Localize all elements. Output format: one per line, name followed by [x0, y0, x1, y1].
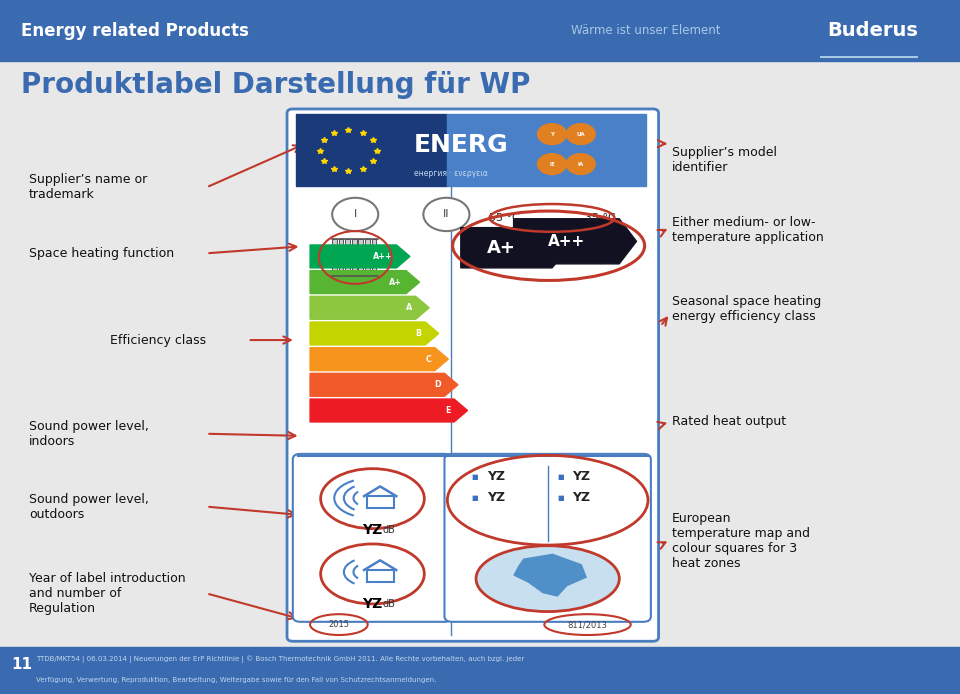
Bar — [372, 239, 376, 276]
Bar — [367, 496, 394, 508]
Text: Y: Y — [550, 132, 554, 137]
Text: 2015: 2015 — [328, 620, 349, 629]
Bar — [352, 239, 356, 276]
Text: TTDB/MKT54 | 06.03.2014 | Neuerungen der ErP Richtlinie | © Bosch Thermotechnik : TTDB/MKT54 | 06.03.2014 | Neuerungen der… — [36, 656, 525, 663]
Text: dB: dB — [382, 599, 395, 609]
Text: Sound power level,
outdoors: Sound power level, outdoors — [29, 493, 149, 520]
Text: Buderus: Buderus — [828, 21, 919, 40]
Text: A+: A+ — [389, 278, 402, 287]
Bar — [365, 239, 370, 276]
Polygon shape — [310, 348, 448, 371]
Circle shape — [332, 198, 378, 231]
Text: dB: dB — [382, 525, 395, 535]
Polygon shape — [514, 219, 636, 264]
Text: YZ: YZ — [362, 597, 383, 611]
Bar — [0, 0, 960, 61]
Text: Seasonal space heating
energy efficiency class: Seasonal space heating energy efficiency… — [672, 295, 821, 323]
Polygon shape — [310, 399, 468, 422]
Circle shape — [566, 153, 595, 174]
Bar — [446, 114, 646, 186]
FancyBboxPatch shape — [287, 109, 659, 641]
Text: A+: A+ — [488, 239, 516, 257]
Text: Space heating function: Space heating function — [29, 247, 174, 260]
Text: European
temperature map and
colour squares for 3
heat zones: European temperature map and colour squa… — [672, 512, 810, 570]
Circle shape — [308, 121, 389, 180]
Text: E: E — [444, 406, 450, 415]
Text: Efficiency class: Efficiency class — [110, 334, 206, 346]
Text: Energy related Products: Energy related Products — [21, 22, 249, 40]
Text: D: D — [434, 380, 441, 389]
Text: ENERG: ENERG — [414, 133, 509, 157]
Text: UA: UA — [577, 132, 585, 137]
Text: C: C — [425, 355, 431, 364]
Text: Supplier’s name or
trademark: Supplier’s name or trademark — [29, 174, 147, 201]
Bar — [332, 239, 337, 276]
Text: Produktlabel Darstellung für WP: Produktlabel Darstellung für WP — [21, 71, 531, 99]
Polygon shape — [310, 296, 429, 319]
Circle shape — [423, 198, 469, 231]
Circle shape — [566, 124, 595, 144]
Text: Year of label introduction
and number of
Regulation: Year of label introduction and number of… — [29, 572, 185, 615]
Text: Supplier’s model
identifier: Supplier’s model identifier — [672, 146, 777, 174]
Text: II: II — [444, 210, 449, 219]
Text: ■: ■ — [471, 495, 478, 500]
Bar — [339, 239, 344, 276]
Bar — [358, 239, 363, 276]
Polygon shape — [310, 322, 439, 345]
Bar — [296, 114, 446, 186]
Text: IE: IE — [549, 162, 555, 167]
Polygon shape — [310, 271, 420, 294]
Text: 35 °C: 35 °C — [585, 213, 615, 223]
Text: 811/2013: 811/2013 — [567, 620, 608, 629]
Text: ■: ■ — [471, 474, 478, 480]
Text: Rated heat output: Rated heat output — [672, 416, 786, 428]
Text: Verfügung, Verwertung, Reproduktion, Bearbeitung, Weitergabe sowie für den Fall : Verfügung, Verwertung, Reproduktion, Bea… — [36, 677, 437, 683]
Bar — [367, 570, 394, 582]
Circle shape — [538, 124, 566, 144]
Text: YZ: YZ — [572, 491, 590, 504]
Text: A++: A++ — [372, 252, 393, 261]
Text: YZ: YZ — [487, 471, 505, 483]
Text: IA: IA — [578, 162, 584, 167]
Text: 55 °C: 55 °C — [489, 213, 519, 223]
Bar — [346, 239, 350, 276]
Text: YZ: YZ — [572, 471, 590, 483]
Text: B: B — [416, 329, 421, 338]
Text: YZ: YZ — [362, 523, 383, 537]
Text: енергия · ενεργεια: енергия · ενεργεια — [414, 169, 488, 178]
Circle shape — [538, 153, 566, 174]
Polygon shape — [310, 373, 458, 396]
Polygon shape — [310, 245, 410, 268]
Polygon shape — [514, 555, 586, 596]
FancyBboxPatch shape — [293, 454, 452, 622]
Text: YZ: YZ — [487, 491, 505, 504]
Text: A++: A++ — [548, 234, 585, 249]
Text: Sound power level,
indoors: Sound power level, indoors — [29, 420, 149, 448]
Text: ■: ■ — [557, 495, 564, 500]
Text: Either medium- or low-
temperature application: Either medium- or low- temperature appli… — [672, 217, 824, 244]
Text: A: A — [405, 303, 412, 312]
Text: ■: ■ — [557, 474, 564, 480]
Text: I: I — [353, 210, 357, 219]
Text: Wärme ist unser Element: Wärme ist unser Element — [571, 24, 721, 37]
Ellipse shape — [476, 545, 619, 611]
Bar — [0, 647, 960, 694]
Polygon shape — [461, 228, 569, 268]
FancyBboxPatch shape — [444, 454, 651, 622]
Text: 11: 11 — [12, 657, 33, 672]
